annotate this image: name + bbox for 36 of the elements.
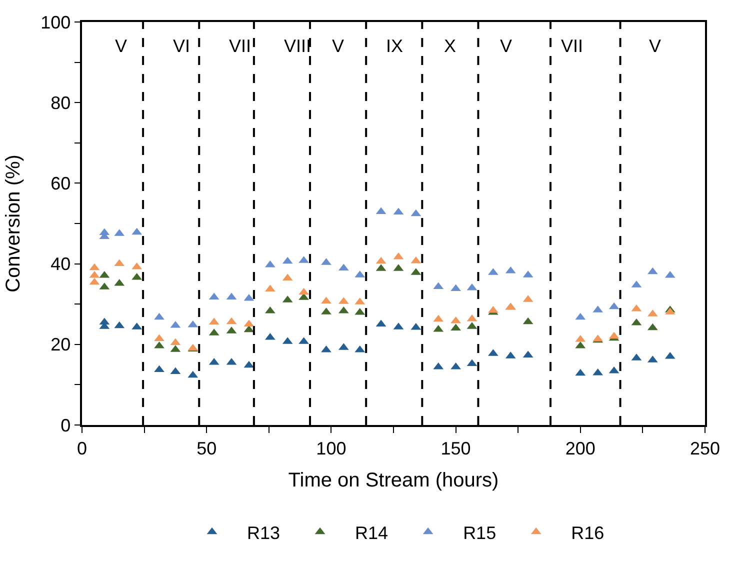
annotation: VI	[173, 36, 190, 56]
legend-label: R15	[463, 522, 496, 543]
annotation: IX	[386, 36, 404, 56]
y-axis-title: Conversion (%)	[2, 154, 25, 292]
annotation: V	[115, 36, 128, 56]
annotation: VIII	[284, 36, 312, 56]
annotation: VII	[229, 36, 252, 56]
x-tick-label: 250	[690, 438, 720, 458]
point	[298, 288, 309, 295]
y-tick-label: 60	[50, 174, 71, 194]
x-tick-label: 100	[316, 438, 346, 458]
annotation: VII	[561, 36, 584, 56]
legend-label: R16	[571, 522, 604, 543]
y-tick-label: 20	[50, 334, 71, 355]
point	[154, 334, 164, 342]
point	[450, 324, 461, 331]
x-tick-label: 200	[565, 438, 596, 458]
point	[450, 284, 461, 292]
annotation: V	[649, 36, 662, 56]
point	[154, 312, 164, 320]
y-tick-label: 100	[40, 12, 71, 32]
point	[450, 362, 461, 370]
point	[154, 365, 164, 372]
x-tick-label: 50	[196, 438, 217, 458]
annotation: V	[332, 36, 344, 56]
y-tick-label: 80	[50, 92, 71, 113]
y-tick-label: 0	[60, 415, 71, 436]
x-tick-label: 150	[440, 438, 471, 458]
annotation: V	[500, 36, 512, 56]
x-tick-label: 0	[76, 438, 88, 458]
legend-label: R14	[355, 522, 388, 543]
x-axis-title: Time on Stream (hours)	[288, 469, 499, 492]
point	[321, 296, 332, 304]
y-tick-label: 40	[50, 254, 71, 274]
legend-label: R13	[247, 522, 280, 543]
annotation: X	[444, 36, 456, 56]
